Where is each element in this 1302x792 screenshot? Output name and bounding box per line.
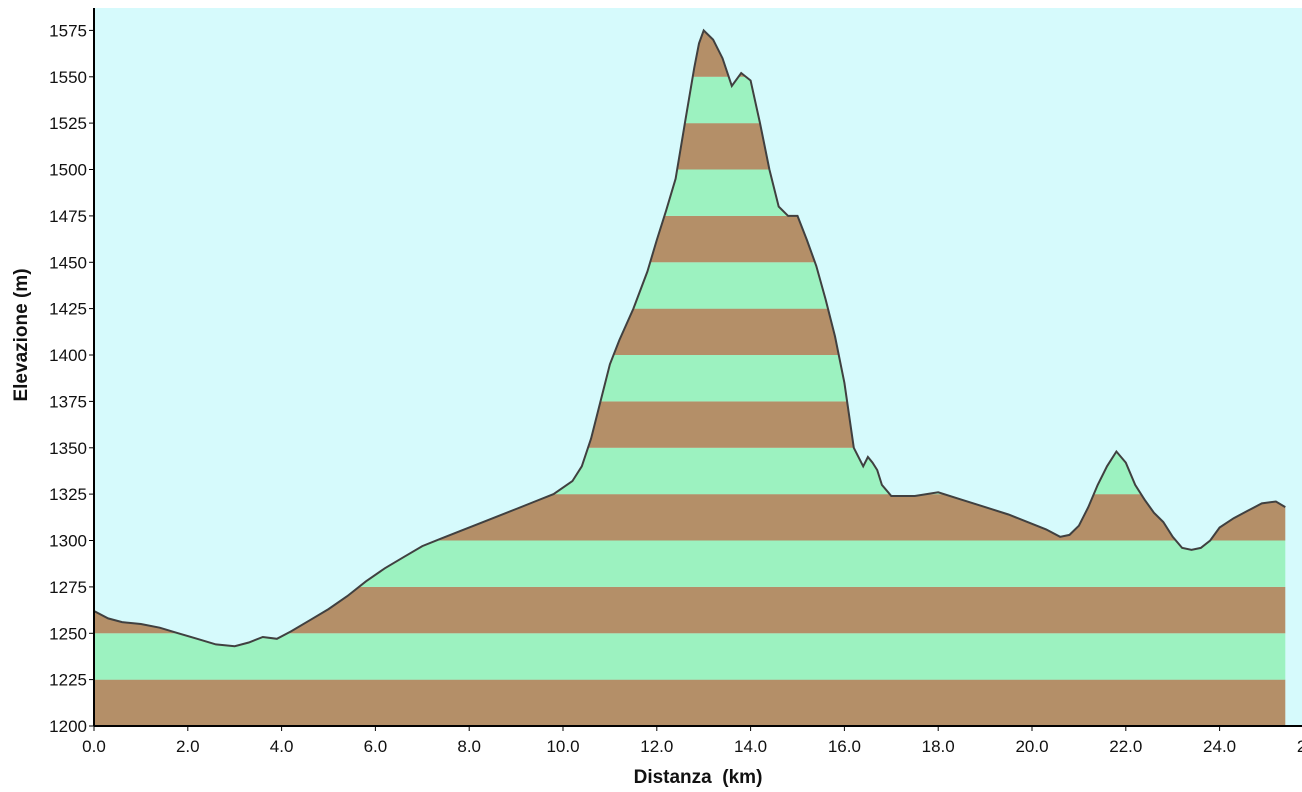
y-tick-label: 1200: [49, 717, 87, 736]
x-tick-label: 0.0: [82, 737, 106, 756]
x-axis-title: Distanza (km): [634, 767, 763, 788]
y-tick-label: 1525: [49, 114, 87, 133]
x-tick-label: 6.0: [364, 737, 388, 756]
y-tick-label: 1275: [49, 578, 87, 597]
y-axis-title: Elevazione (m): [11, 268, 32, 401]
x-tick-label: 4.0: [270, 737, 294, 756]
y-tick-label: 1325: [49, 485, 87, 504]
y-tick-label: 1250: [49, 624, 87, 643]
y-tick-label: 1425: [49, 300, 87, 319]
y-tick-label: 1375: [49, 392, 87, 411]
y-tick-label: 1500: [49, 161, 87, 180]
x-tick-label: 24.0: [1203, 737, 1236, 756]
y-tick-label: 1400: [49, 346, 87, 365]
x-tick-label: 12.0: [640, 737, 673, 756]
x-tick-label: 26.0: [1297, 737, 1302, 756]
y-tick-label: 1575: [49, 21, 87, 40]
y-tick-label: 1550: [49, 68, 87, 87]
x-tick-label: 22.0: [1109, 737, 1142, 756]
x-tick-label: 16.0: [828, 737, 861, 756]
y-tick-label: 1350: [49, 439, 87, 458]
y-axis-ticks: 1200 1225 1250 1275 1300 1325 1350 1375 1400 1425…: [49, 21, 94, 736]
x-tick-label: 8.0: [457, 737, 481, 756]
elevation-band: [94, 679, 1286, 726]
y-tick-label: 1450: [49, 253, 87, 272]
x-tick-label: 18.0: [922, 737, 955, 756]
x-tick-label: 10.0: [546, 737, 579, 756]
x-tick-label: 20.0: [1015, 737, 1048, 756]
elevation-profile-line: [93, 28, 1286, 648]
plot-area: [93, 8, 1302, 726]
x-axis-ticks: 0.0 2.0 4.0 6.0 8.0 10.0 12.0 14.0 16.0 18.0 20.0 2…: [82, 726, 1302, 756]
y-tick-label: 1475: [49, 207, 87, 226]
x-tick-label: 14.0: [734, 737, 767, 756]
y-tick-label: 1300: [49, 532, 87, 551]
elevation-band: [94, 633, 1286, 680]
x-tick-label: 2.0: [176, 737, 200, 756]
axes: 1200 1225 1250 1275 1300 1325 1350 1375 1400 1425…: [49, 8, 1302, 756]
y-tick-label: 1225: [49, 671, 87, 690]
